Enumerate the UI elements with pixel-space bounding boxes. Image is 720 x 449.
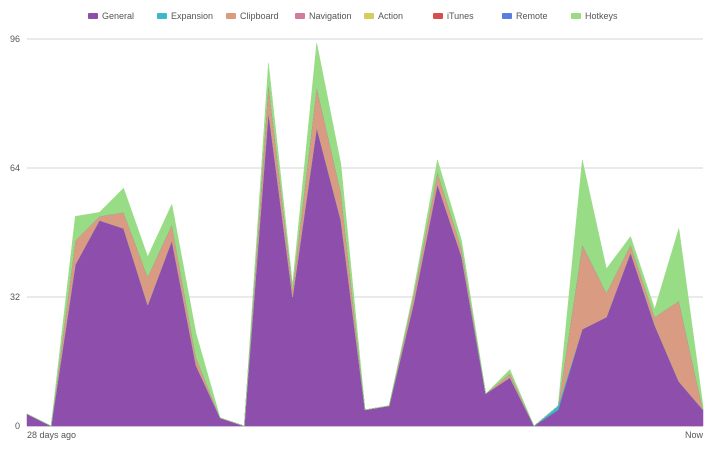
legend-item-action[interactable]: Action <box>364 11 403 21</box>
legend-item-hotkeys[interactable]: Hotkeys <box>571 11 618 21</box>
legend: General Expansion Clipboard Navigation Actio… <box>88 11 618 21</box>
legend-label-expansion: Expansion <box>171 11 213 21</box>
legend-label-navigation: Navigation <box>309 11 352 21</box>
legend-swatch-remote <box>502 13 512 19</box>
x-end-label: Now <box>685 430 704 440</box>
legend-swatch-clipboard <box>226 13 236 19</box>
x-start-label: 28 days ago <box>27 430 76 440</box>
legend-label-hotkeys: Hotkeys <box>585 11 618 21</box>
legend-label-itunes: iTunes <box>447 11 474 21</box>
y-tick-label-64: 64 <box>10 163 20 173</box>
legend-label-remote: Remote <box>516 11 548 21</box>
legend-label-action: Action <box>378 11 403 21</box>
legend-label-general: General <box>102 11 134 21</box>
legend-swatch-general <box>88 13 98 19</box>
legend-swatch-navigation <box>295 13 305 19</box>
axis: 28 days ago Now <box>27 430 703 440</box>
legend-swatch-action <box>364 13 374 19</box>
legend-item-navigation[interactable]: Navigation <box>295 11 352 21</box>
legend-item-clipboard[interactable]: Clipboard <box>226 11 279 21</box>
legend-item-expansion[interactable]: Expansion <box>157 11 213 21</box>
series-areas <box>26 42 704 427</box>
legend-item-general[interactable]: General <box>88 11 134 21</box>
y-tick-label-32: 32 <box>10 292 20 302</box>
y-tick-label-0: 0 <box>15 421 20 431</box>
legend-swatch-expansion <box>157 13 167 19</box>
legend-swatch-hotkeys <box>571 13 581 19</box>
legend-swatch-itunes <box>433 13 443 19</box>
series-area-hotkeys <box>26 42 704 427</box>
y-tick-label-96: 96 <box>10 34 20 44</box>
legend-item-itunes[interactable]: iTunes <box>433 11 474 21</box>
legend-label-clipboard: Clipboard <box>240 11 279 21</box>
legend-item-remote[interactable]: Remote <box>502 11 548 21</box>
